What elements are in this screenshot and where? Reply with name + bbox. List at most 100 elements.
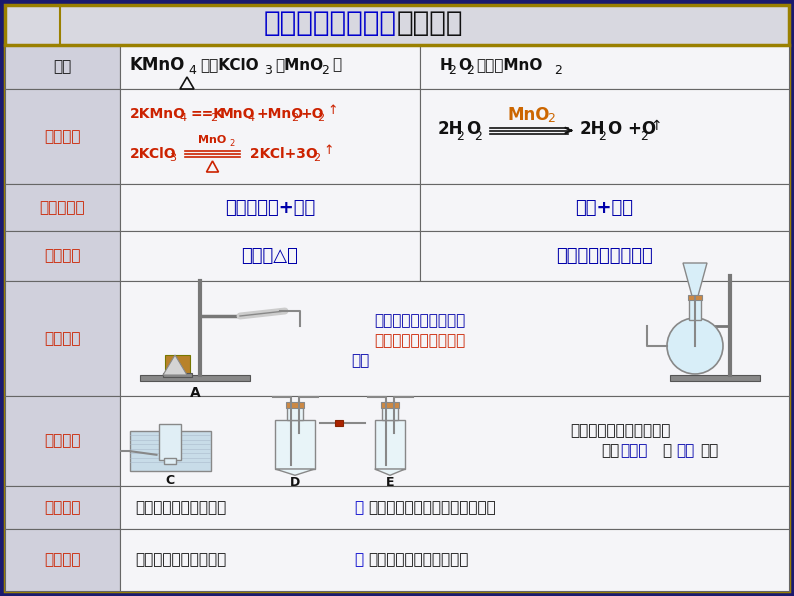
- Bar: [670, 375, 760, 381]
- Bar: [140, 375, 250, 381]
- Text: 验满方法: 验满方法: [44, 552, 81, 567]
- Text: ，木条复燃，则收集满。: ，木条复燃，则收集满。: [368, 552, 468, 567]
- Text: O +O: O +O: [608, 120, 656, 138]
- Text: 2: 2: [314, 153, 321, 163]
- Text: 溶解性: 溶解性: [620, 443, 647, 458]
- Bar: [163, 373, 192, 377]
- Text: 固体（或固+固）: 固体（或固+固）: [225, 198, 315, 216]
- Text: ==K: ==K: [190, 107, 224, 121]
- Text: 反应物状态: 反应物状态: [40, 200, 85, 215]
- Text: 密度: 密度: [676, 443, 694, 458]
- Text: 4: 4: [248, 113, 255, 123]
- Text: A: A: [190, 386, 200, 400]
- Bar: [120, 396, 789, 486]
- Text: MnO: MnO: [507, 105, 550, 123]
- Bar: [120, 184, 420, 231]
- Text: 口: 口: [354, 552, 363, 567]
- Polygon shape: [163, 355, 187, 375]
- Text: 4: 4: [179, 113, 187, 123]
- Text: 2: 2: [466, 64, 474, 77]
- Text: 发生装置: 发生装置: [44, 331, 81, 346]
- Text: 2: 2: [456, 130, 464, 143]
- Text: 体的: 体的: [602, 443, 620, 458]
- Bar: [420, 45, 789, 89]
- Text: ↑: ↑: [327, 104, 337, 117]
- Bar: [5, 231, 120, 281]
- Text: ，木条复燃，则该气体是氧气。: ，木条复燃，则该气体是氧气。: [368, 500, 495, 515]
- Bar: [120, 45, 420, 89]
- Text: 制取气体的发生装置由: 制取气体的发生装置由: [375, 313, 465, 328]
- Text: 固体+液体: 固体+液体: [576, 198, 634, 216]
- Text: 加热（△）: 加热（△）: [241, 247, 299, 265]
- Text: 用带火星的木条伸到瓶: 用带火星的木条伸到瓶: [135, 552, 226, 567]
- Text: H: H: [440, 57, 453, 73]
- Text: 2: 2: [598, 130, 606, 143]
- Text: 和: 和: [662, 443, 671, 458]
- Bar: [120, 231, 420, 281]
- Text: 2: 2: [318, 113, 325, 123]
- Text: 2KClO: 2KClO: [130, 147, 176, 161]
- Bar: [5, 45, 120, 89]
- Text: 内: 内: [354, 500, 363, 515]
- Text: O: O: [458, 57, 471, 73]
- Text: 实验室制取氧气的: 实验室制取氧气的: [264, 9, 397, 37]
- Text: 决定: 决定: [700, 443, 719, 458]
- Text: 2H: 2H: [580, 120, 606, 138]
- Bar: [381, 402, 399, 408]
- Text: 和MnO: 和MnO: [275, 57, 323, 73]
- Text: 4: 4: [188, 64, 196, 77]
- Text: 知识回顾: 知识回顾: [397, 9, 464, 37]
- Text: 反应物状态和反应条件: 反应物状态和反应条件: [375, 333, 465, 348]
- Text: 2: 2: [640, 130, 648, 143]
- Bar: [689, 298, 701, 320]
- Bar: [375, 420, 405, 469]
- Text: ↑: ↑: [323, 144, 333, 157]
- Text: O: O: [466, 120, 480, 138]
- Text: 决定: 决定: [351, 353, 369, 368]
- Bar: [164, 458, 176, 464]
- Text: 2: 2: [291, 113, 299, 123]
- Text: 2H: 2H: [438, 120, 464, 138]
- Bar: [5, 396, 120, 486]
- Bar: [420, 184, 789, 231]
- Text: 用带火星的木条伸进瓶: 用带火星的木条伸进瓶: [135, 500, 226, 515]
- Text: 2KMnO: 2KMnO: [130, 107, 186, 121]
- Bar: [5, 89, 120, 184]
- Polygon shape: [683, 263, 707, 296]
- Text: ↑: ↑: [650, 120, 661, 134]
- Bar: [382, 406, 398, 420]
- Bar: [160, 424, 181, 460]
- Text: 反应条件: 反应条件: [44, 249, 81, 263]
- Bar: [420, 231, 789, 281]
- Text: D: D: [290, 476, 300, 489]
- Bar: [5, 486, 120, 529]
- Text: +MnO: +MnO: [257, 107, 304, 121]
- Text: 2: 2: [474, 130, 482, 143]
- Polygon shape: [276, 469, 314, 475]
- Bar: [5, 529, 120, 591]
- Bar: [276, 420, 314, 469]
- Text: 检验方法: 检验方法: [44, 500, 81, 515]
- Text: 2: 2: [210, 113, 218, 123]
- Text: 2: 2: [547, 112, 555, 125]
- Text: 2: 2: [321, 64, 329, 77]
- Bar: [688, 295, 702, 300]
- Text: 3: 3: [169, 153, 176, 163]
- Text: 反应原理: 反应原理: [44, 129, 81, 144]
- Text: （或KClO: （或KClO: [200, 57, 259, 73]
- Text: 2: 2: [554, 64, 562, 77]
- Text: 药品: 药品: [53, 60, 71, 74]
- Text: MnO: MnO: [198, 135, 226, 145]
- Bar: [420, 89, 789, 184]
- Text: +O: +O: [301, 107, 325, 121]
- Bar: [5, 281, 120, 396]
- Bar: [120, 486, 789, 529]
- Text: C: C: [165, 474, 175, 488]
- Bar: [5, 184, 120, 231]
- Circle shape: [667, 318, 723, 374]
- Bar: [287, 406, 303, 420]
- Text: 制取气体的收集装置由气: 制取气体的收集装置由气: [570, 424, 670, 439]
- Text: 不需要加热（常温）: 不需要加热（常温）: [556, 247, 653, 265]
- Bar: [120, 281, 789, 396]
- Text: 溶液和MnO: 溶液和MnO: [476, 57, 542, 73]
